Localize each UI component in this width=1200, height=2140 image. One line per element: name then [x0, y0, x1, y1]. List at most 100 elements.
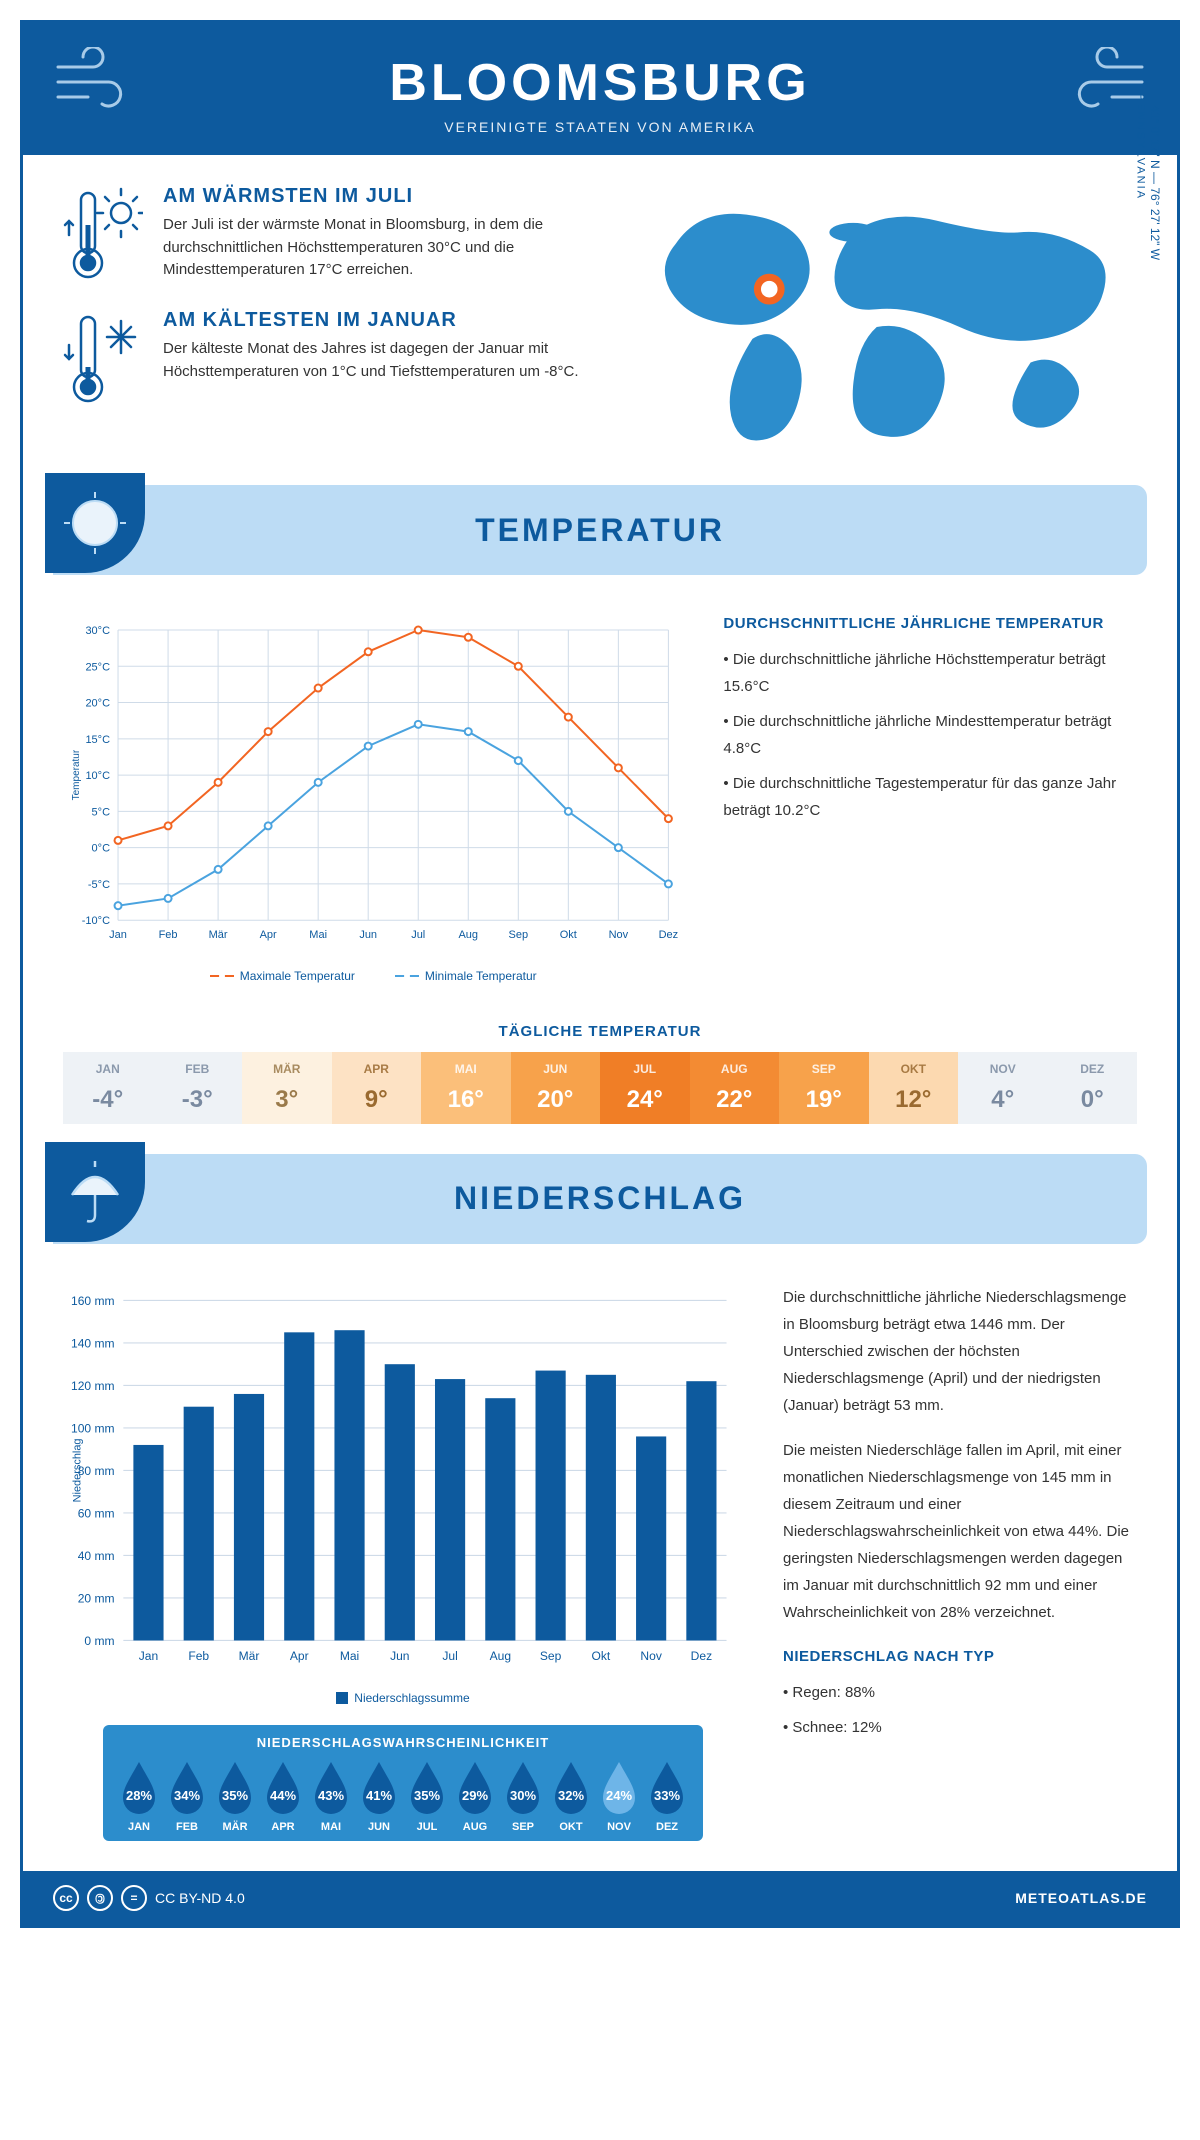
svg-text:Okt: Okt [591, 1649, 610, 1663]
precip-legend: Niederschlagssumme [63, 1691, 743, 1705]
precip-type: • Regen: 88% [783, 1679, 1137, 1706]
state-label: PENNSYLVANIA [1135, 93, 1147, 200]
precip-prob-drop: 34%FEB [165, 1758, 209, 1833]
precip-prob-drop: 43%MAI [309, 1758, 353, 1833]
svg-text:30%: 30% [510, 1788, 536, 1803]
svg-text:34%: 34% [174, 1788, 200, 1803]
svg-text:30°C: 30°C [85, 625, 110, 637]
nd-icon: = [121, 1885, 147, 1911]
svg-text:0 mm: 0 mm [84, 1633, 114, 1647]
svg-text:Apr: Apr [260, 930, 277, 942]
svg-text:Feb: Feb [188, 1649, 209, 1663]
svg-text:120 mm: 120 mm [71, 1378, 115, 1392]
svg-text:10°C: 10°C [85, 771, 110, 783]
precip-type: • Schnee: 12% [783, 1714, 1137, 1741]
legend-min: Minimale Temperatur [425, 969, 537, 983]
footer: cc 🄯 = CC BY-ND 4.0 METEOATLAS.DE [23, 1871, 1177, 1925]
precip-type-heading: NIEDERSCHLAG NACH TYP [783, 1648, 1137, 1665]
precip-prob-heading: NIEDERSCHLAGSWAHRSCHEINLICHKEIT [117, 1735, 689, 1750]
svg-text:Nov: Nov [640, 1649, 661, 1663]
temp-legend: Maximale Temperatur Minimale Temperatur [63, 969, 683, 983]
svg-text:Niederschlag: Niederschlag [72, 1438, 84, 1502]
svg-text:44%: 44% [270, 1788, 296, 1803]
location-marker [757, 277, 781, 301]
svg-text:24%: 24% [606, 1788, 632, 1803]
svg-text:40 mm: 40 mm [78, 1548, 115, 1562]
daily-temp-cell: MÄR3° [242, 1052, 332, 1124]
svg-text:-5°C: -5°C [88, 879, 110, 891]
svg-text:25°C: 25°C [85, 662, 110, 674]
daily-temp-cell: DEZ0° [1048, 1052, 1138, 1124]
svg-text:33%: 33% [654, 1788, 680, 1803]
svg-text:Nov: Nov [609, 930, 629, 942]
page-subtitle: VEREINIGTE STAATEN VON AMERIKA [43, 119, 1157, 135]
svg-text:20°C: 20°C [85, 698, 110, 710]
daily-temp-cell: NOV4° [958, 1052, 1048, 1124]
svg-text:Aug: Aug [458, 930, 478, 942]
section-title-precip: NIEDERSCHLAG [454, 1180, 746, 1217]
svg-text:100 mm: 100 mm [71, 1421, 115, 1435]
warmest-fact: AM WÄRMSTEN IM JULI Der Juli ist der wär… [63, 185, 610, 285]
header: BLOOMSBURG VEREINIGTE STAATEN VON AMERIK… [23, 23, 1177, 155]
daily-temp-cell: JAN-4° [63, 1052, 153, 1124]
svg-text:41%: 41% [366, 1788, 392, 1803]
temp-bullet: • Die durchschnittliche Tagestemperatur … [723, 770, 1137, 824]
thermometer-cold-icon [63, 309, 143, 409]
warmest-title: AM WÄRMSTEN IM JULI [163, 185, 610, 208]
precip-para: Die durchschnittliche jährliche Niedersc… [783, 1284, 1137, 1419]
svg-text:29%: 29% [462, 1788, 488, 1803]
svg-text:Jun: Jun [390, 1649, 409, 1663]
sun-icon [45, 473, 145, 573]
svg-text:Feb: Feb [159, 930, 178, 942]
svg-text:32%: 32% [558, 1788, 584, 1803]
daily-temp-cell: APR9° [332, 1052, 422, 1124]
svg-text:Temperatur: Temperatur [71, 750, 82, 801]
daily-temp-cell: AUG22° [690, 1052, 780, 1124]
svg-text:20 mm: 20 mm [78, 1591, 115, 1605]
license-text: CC BY-ND 4.0 [155, 1890, 245, 1906]
temperature-chart: -10°C-5°C0°C5°C10°C15°C20°C25°C30°CJanFe… [63, 615, 683, 982]
warmest-text: Der Juli ist der wärmste Monat in Blooms… [163, 214, 610, 282]
precip-prob-drop: 29%AUG [453, 1758, 497, 1833]
svg-text:Jan: Jan [109, 930, 127, 942]
cc-icon: cc [53, 1885, 79, 1911]
temp-summary-heading: DURCHSCHNITTLICHE JÄHRLICHE TEMPERATUR [723, 615, 1137, 632]
precip-prob-drop: 41%JUN [357, 1758, 401, 1833]
svg-text:Jul: Jul [442, 1649, 457, 1663]
svg-text:160 mm: 160 mm [71, 1293, 115, 1307]
svg-text:Sep: Sep [509, 930, 529, 942]
svg-text:Mai: Mai [309, 930, 327, 942]
svg-text:140 mm: 140 mm [71, 1336, 115, 1350]
precip-prob-drop: 24%NOV [597, 1758, 641, 1833]
svg-text:Jun: Jun [359, 930, 377, 942]
svg-text:Apr: Apr [290, 1649, 309, 1663]
section-banner-temp: TEMPERATUR [53, 485, 1147, 575]
legend-precip: Niederschlagssumme [354, 1691, 469, 1705]
svg-text:35%: 35% [414, 1788, 440, 1803]
precip-prob-drop: 28%JAN [117, 1758, 161, 1833]
wind-icon [53, 47, 143, 117]
precipitation-chart: 0 mm20 mm40 mm60 mm80 mm100 mm120 mm140 … [63, 1284, 743, 1852]
svg-text:5°C: 5°C [92, 807, 111, 819]
umbrella-icon [45, 1142, 145, 1242]
svg-text:Mai: Mai [340, 1649, 359, 1663]
daily-temp-strip: JAN-4°FEB-3°MÄR3°APR9°MAI16°JUN20°JUL24°… [63, 1052, 1137, 1124]
daily-temp-cell: JUL24° [600, 1052, 690, 1124]
intro-row: AM WÄRMSTEN IM JULI Der Juli ist der wär… [23, 155, 1177, 465]
svg-text:Aug: Aug [490, 1649, 511, 1663]
site-name: METEOATLAS.DE [1015, 1890, 1147, 1906]
coldest-text: Der kälteste Monat des Jahres ist dagege… [163, 338, 610, 383]
svg-text:Jul: Jul [411, 930, 425, 942]
precip-prob-drop: 30%SEP [501, 1758, 545, 1833]
svg-text:-10°C: -10°C [82, 916, 110, 928]
precip-prob-drop: 33%DEZ [645, 1758, 689, 1833]
svg-text:43%: 43% [318, 1788, 344, 1803]
precip-prob-drop: 35%JUL [405, 1758, 449, 1833]
world-map: PENNSYLVANIA 41° 0' 17" N — 76° 27' 12" … [640, 185, 1137, 445]
daily-temp-heading: TÄGLICHE TEMPERATUR [23, 1023, 1177, 1040]
svg-text:Okt: Okt [560, 930, 577, 942]
daily-temp-cell: FEB-3° [153, 1052, 243, 1124]
precip-prob-drop: 44%APR [261, 1758, 305, 1833]
daily-temp-cell: JUN20° [511, 1052, 601, 1124]
svg-text:15°C: 15°C [85, 734, 110, 746]
